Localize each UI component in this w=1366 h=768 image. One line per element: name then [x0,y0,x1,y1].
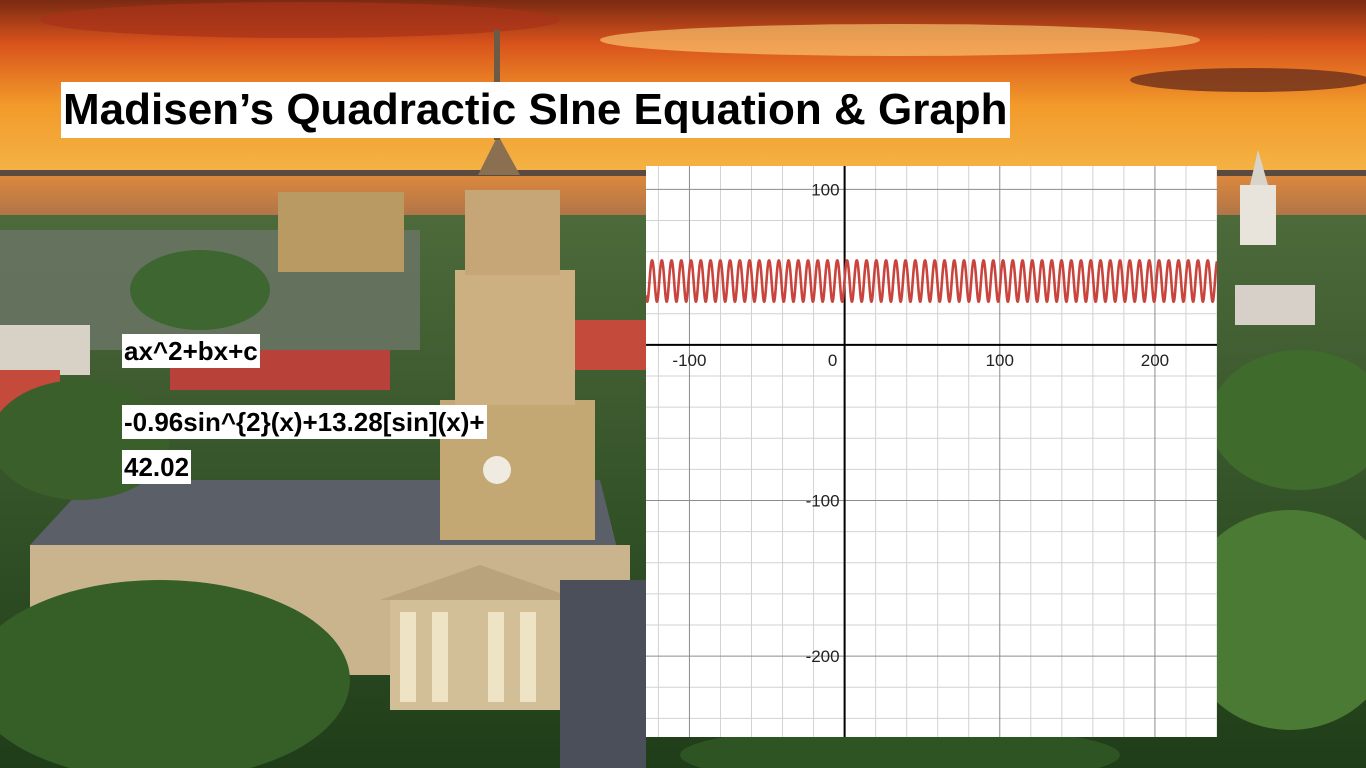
x-tick-label: 200 [1141,351,1169,370]
sine-curve [646,259,1217,303]
y-tick-label: 100 [811,180,839,199]
sine-equation-line-2: 42.02 [122,450,192,484]
sine-graph: -100 0 100 200 100 -100 -200 [646,166,1217,737]
general-form-equation: ax^2+bx+c [122,334,260,368]
x-tick-label: 100 [986,351,1014,370]
x-tick-label: 0 [828,351,837,370]
y-tick-label: -100 [806,492,840,511]
x-tick-label: -100 [672,351,706,370]
slide-title: Madisen’s Quadractic SIne Equation & Gra… [61,82,1010,138]
graph-panel: -100 0 100 200 100 -100 -200 [646,166,1217,737]
sine-equation-line-1: -0.96sin^{2}(x)+13.28[sin](x)+ [122,405,487,439]
y-tick-label: -200 [806,647,840,666]
